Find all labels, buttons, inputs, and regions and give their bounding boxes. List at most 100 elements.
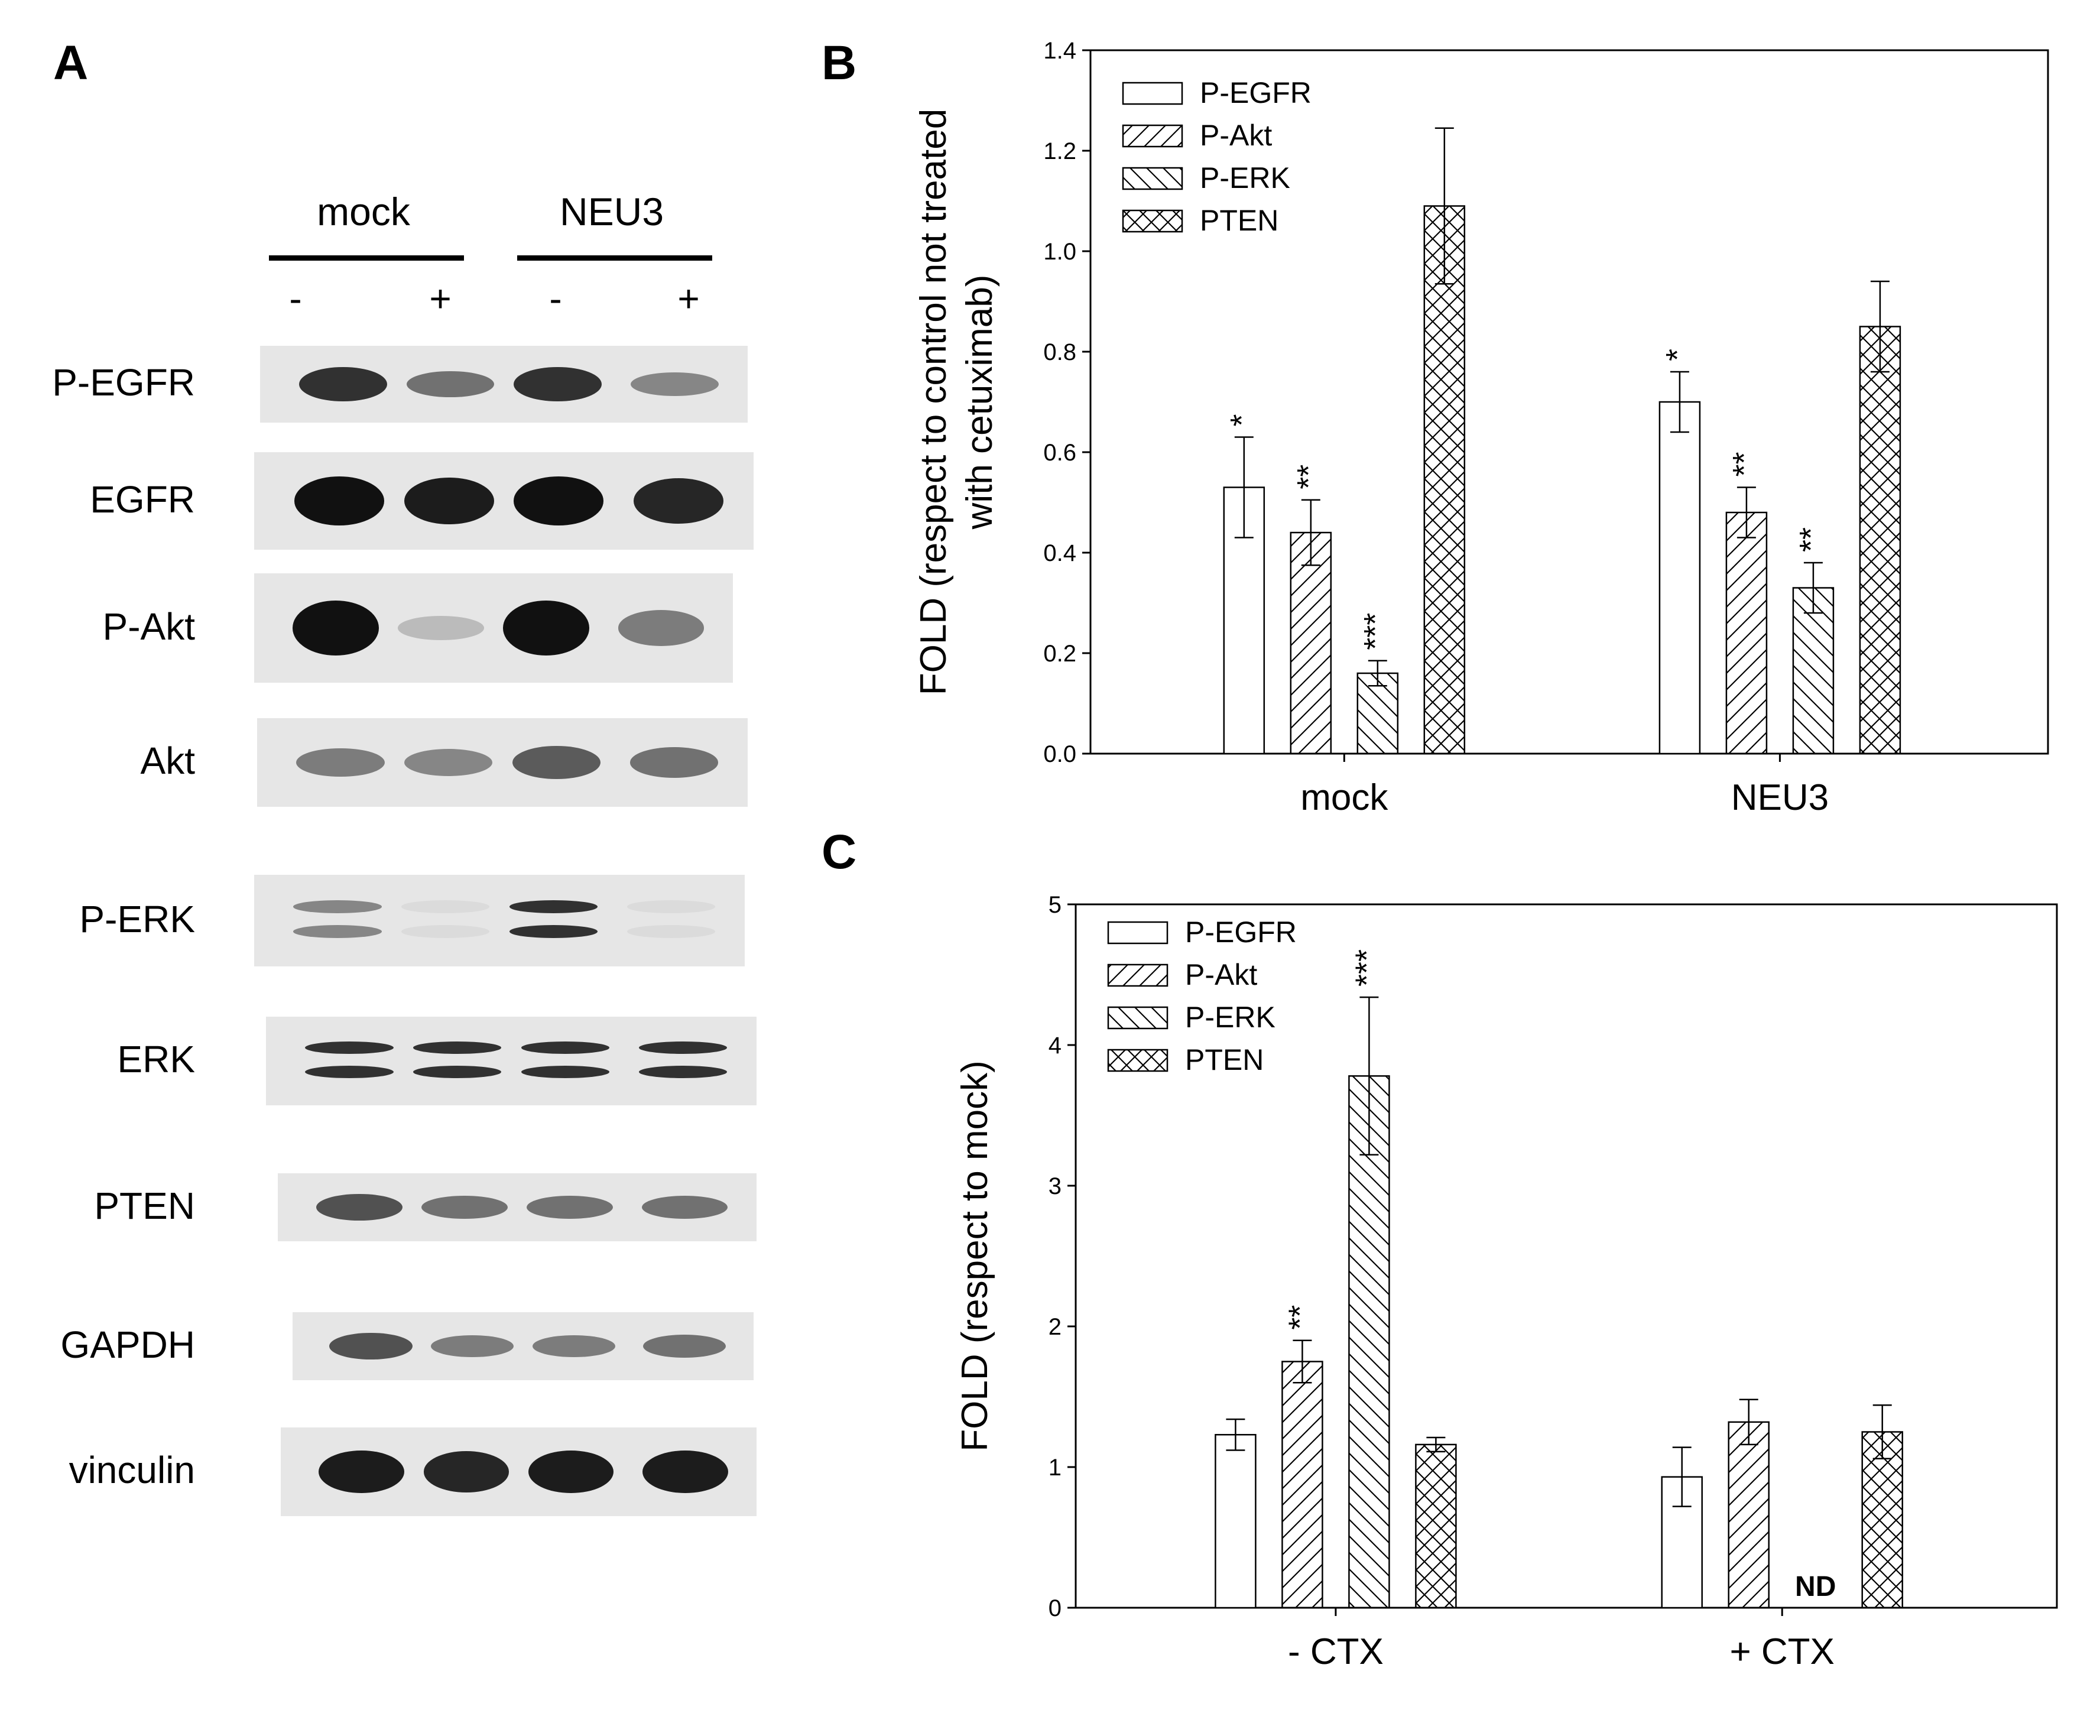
blot-label-p-egfr: P-EGFR bbox=[52, 361, 195, 404]
blot-band bbox=[404, 477, 494, 525]
legend-label: P-EGFR bbox=[1200, 76, 1312, 109]
sign-neu3-minus: - bbox=[549, 277, 562, 320]
legend-label: P-ERK bbox=[1185, 1001, 1275, 1034]
blot-band bbox=[627, 900, 716, 914]
bar bbox=[1861, 1431, 1903, 1609]
blot-band bbox=[401, 925, 490, 938]
blot-band bbox=[292, 601, 379, 656]
significance-label: ** bbox=[1726, 452, 1762, 476]
blot-band bbox=[293, 900, 382, 914]
blot-label-akt: Akt bbox=[140, 739, 195, 782]
blot-band bbox=[305, 1065, 394, 1078]
blot-label-p-erk: P-ERK bbox=[79, 897, 195, 940]
blot-band bbox=[329, 1332, 413, 1360]
blot-label-pten: PTEN bbox=[94, 1184, 195, 1227]
blot-egfr bbox=[254, 452, 754, 550]
significance-label: *** bbox=[1349, 949, 1384, 987]
blot-band bbox=[296, 748, 385, 777]
significance-label: ** bbox=[1282, 1305, 1317, 1330]
blot-p-erk bbox=[254, 875, 745, 966]
bar bbox=[1859, 326, 1901, 755]
panel-a-letter: A bbox=[53, 36, 89, 90]
y-tick-label: 0.0 bbox=[1043, 741, 1076, 767]
bar bbox=[1348, 1075, 1390, 1609]
group-label-neu3: NEU3 bbox=[559, 190, 664, 233]
blot-band bbox=[514, 476, 604, 525]
y-tick-label: 0.6 bbox=[1043, 440, 1076, 466]
legend-label: P-ERK bbox=[1200, 161, 1290, 194]
blot-pten bbox=[278, 1173, 757, 1241]
y-tick-label: 0.2 bbox=[1043, 641, 1076, 667]
significance-label: *** bbox=[1358, 613, 1393, 650]
blot-erk bbox=[266, 1017, 757, 1105]
group-line-mock bbox=[269, 255, 464, 261]
bar bbox=[1792, 587, 1835, 755]
blot-band bbox=[638, 1041, 728, 1054]
y-tick-label: 0.4 bbox=[1043, 540, 1076, 566]
blot-band bbox=[642, 1334, 726, 1358]
blot-akt bbox=[257, 718, 748, 807]
blot-band bbox=[421, 1195, 508, 1219]
significance-label: * bbox=[1224, 414, 1260, 426]
blot-p-akt bbox=[254, 573, 733, 683]
legend-swatch bbox=[1107, 963, 1169, 987]
significance-label: ** bbox=[1793, 527, 1829, 552]
blot-band bbox=[527, 1195, 613, 1219]
x-tick-label: mock bbox=[1300, 777, 1388, 818]
legend-label: P-Akt bbox=[1200, 119, 1272, 152]
y-tick-label: 4 bbox=[1049, 1033, 1062, 1059]
legend-label: P-Akt bbox=[1185, 958, 1257, 991]
blot-band bbox=[629, 747, 719, 778]
y-tick-label: 5 bbox=[1049, 892, 1062, 918]
legend-label: PTEN bbox=[1185, 1043, 1264, 1076]
legend-swatch bbox=[1122, 124, 1183, 148]
sign-mock-minus: - bbox=[289, 277, 302, 320]
legend-swatch bbox=[1107, 921, 1169, 945]
y-tick-label: 0.8 bbox=[1043, 339, 1076, 365]
blot-band bbox=[413, 1065, 502, 1078]
blot-band bbox=[398, 616, 484, 640]
blot-band bbox=[618, 610, 705, 646]
legend-swatch bbox=[1122, 167, 1183, 190]
blot-band bbox=[401, 900, 490, 914]
blot-band bbox=[521, 1041, 609, 1054]
sign-neu3-plus: + bbox=[677, 277, 700, 320]
blot-gapdh bbox=[293, 1312, 754, 1380]
bar bbox=[1290, 531, 1332, 755]
x-tick-label: - CTX bbox=[1288, 1631, 1384, 1672]
blot-band bbox=[404, 748, 493, 777]
plot-frame bbox=[1075, 903, 2058, 1609]
blot-band bbox=[627, 925, 716, 938]
blot-band bbox=[305, 1041, 394, 1054]
bar bbox=[1415, 1443, 1457, 1609]
blot-band bbox=[521, 1065, 609, 1078]
blot-band bbox=[514, 366, 602, 402]
y-tick-label: 1 bbox=[1049, 1455, 1062, 1481]
panel-c-letter: C bbox=[822, 825, 857, 879]
y-tick-label: 1.4 bbox=[1043, 38, 1076, 64]
blot-label-gapdh: GAPDH bbox=[60, 1323, 195, 1366]
blot-band bbox=[509, 925, 598, 938]
nd-label: ND bbox=[1795, 1571, 1836, 1602]
group-line-neu3 bbox=[517, 255, 712, 261]
blot-band bbox=[509, 900, 598, 914]
legend-swatch bbox=[1107, 1006, 1169, 1030]
blot-band bbox=[293, 925, 382, 938]
blot-label-p-akt: P-Akt bbox=[102, 605, 195, 648]
sign-mock-plus: + bbox=[429, 277, 452, 320]
bar bbox=[1725, 511, 1768, 755]
bar bbox=[1728, 1421, 1770, 1609]
blot-label-vinculin: vinculin bbox=[69, 1449, 195, 1491]
blot-band bbox=[319, 1450, 405, 1494]
blot-label-egfr: EGFR bbox=[90, 478, 195, 521]
y-axis-label-line2: with cetuximab) bbox=[959, 275, 1000, 530]
bar bbox=[1658, 401, 1701, 755]
y-tick-label: 0 bbox=[1049, 1595, 1062, 1621]
bar bbox=[1356, 672, 1399, 755]
legend-swatch bbox=[1122, 209, 1183, 233]
blot-vinculin bbox=[281, 1427, 757, 1516]
panel-b-letter: B bbox=[822, 36, 857, 90]
plot-frame bbox=[1089, 49, 2049, 755]
significance-label: * bbox=[1660, 349, 1695, 361]
